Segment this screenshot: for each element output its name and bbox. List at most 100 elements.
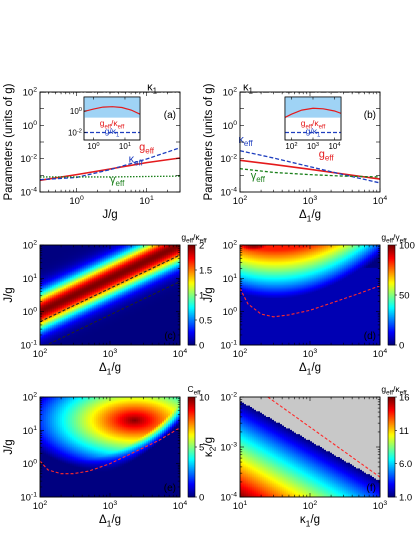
heatmap-cell (136, 305, 139, 307)
heatmap-cell (58, 342, 61, 344)
heatmap-cell (136, 263, 139, 266)
heatmap-cell (112, 336, 115, 339)
heatmap-cell (136, 289, 139, 292)
heatmap-cell (96, 269, 99, 272)
heatmap-cell (62, 256, 65, 259)
heatmap-cell (112, 256, 115, 259)
heatmap-cell (100, 332, 103, 334)
heatmap-cell (52, 340, 55, 343)
heatmap-cell (60, 286, 63, 289)
heatmap-cell (76, 336, 79, 339)
heatmap-cell (126, 285, 129, 287)
heatmap-cell (76, 317, 79, 320)
heatmap-cell (50, 270, 53, 273)
heatmap-cell (42, 292, 45, 294)
heatmap-cell (94, 256, 97, 259)
heatmap-cell (96, 305, 99, 307)
heatmap-cell (72, 250, 75, 253)
heatmap-cell (102, 265, 105, 267)
heatmap-cell (88, 273, 91, 276)
heatmap-cell (54, 280, 57, 283)
heatmap-cell (52, 255, 55, 257)
heatmap-cell (88, 319, 91, 322)
heatmap-cell (126, 312, 129, 314)
heatmap-cell (90, 333, 93, 336)
heatmap-cell (40, 336, 43, 339)
heatmap-cell (40, 309, 43, 312)
heatmap-cell (40, 305, 43, 307)
heatmap-cell (66, 287, 69, 290)
heatmap-cell (64, 279, 67, 282)
heatmap-cell (80, 333, 83, 336)
label-part: 1 (307, 213, 312, 223)
heatmap-cell (94, 329, 97, 332)
heatmap-cell (78, 340, 81, 343)
heatmap-cell (70, 332, 73, 334)
heatmap-cell (54, 285, 57, 287)
heatmap-cell (52, 270, 55, 273)
heatmap-cell (52, 285, 55, 287)
heatmap-cell (40, 257, 43, 260)
heatmap-cell (102, 320, 105, 323)
heatmap-cell (100, 300, 103, 303)
heatmap-cell (96, 260, 99, 263)
heatmap-cell (132, 313, 135, 316)
heatmap-cell (110, 289, 113, 292)
heatmap-cell (104, 330, 107, 333)
inset-plot (84, 106, 140, 134)
heatmap-cell (138, 323, 141, 326)
heatmap-cell (68, 320, 71, 323)
heatmap-cell (132, 295, 135, 297)
heatmap-cell (44, 250, 47, 253)
heatmap-cell (118, 290, 121, 293)
heatmap-cell (58, 283, 61, 286)
heatmap-cell (42, 300, 45, 303)
heatmap-cell (124, 277, 127, 280)
heatmap-cell (72, 280, 75, 283)
heatmap-cell (130, 283, 133, 286)
heatmap-cell (54, 340, 57, 343)
heatmap-cell (54, 269, 57, 272)
heatmap-cell (72, 307, 75, 310)
heatmap-cell (132, 266, 135, 269)
series-label-main: κ (147, 82, 153, 94)
heatmap-cell (64, 260, 67, 263)
heatmap-cell (72, 327, 75, 330)
heatmap-cell (48, 319, 51, 322)
heatmap-cell (98, 263, 101, 266)
heatmap-cell (58, 302, 61, 304)
heatmap-cell (106, 279, 109, 282)
heatmap-cell (82, 335, 85, 337)
heatmap-cell (56, 266, 59, 269)
heatmap-cell (42, 263, 45, 266)
heatmap-cell (44, 259, 47, 262)
heatmap-cell (76, 245, 79, 247)
heatmap-cell (70, 285, 73, 287)
heatmap-cell (106, 322, 109, 324)
x-tick-label: 104 (373, 195, 388, 207)
heatmap-cell (40, 265, 43, 267)
heatmap-cell (138, 305, 141, 307)
heatmap-cell (118, 286, 121, 289)
heatmap-cell (116, 253, 119, 256)
heatmap-cell (68, 310, 71, 313)
heatmap-cell (122, 255, 125, 257)
heatmap-cell (76, 306, 79, 309)
heatmap-cell (62, 279, 65, 282)
heatmap-cell (136, 287, 139, 290)
heatmap-cell (78, 265, 81, 267)
heatmap-cell (58, 272, 61, 274)
heatmap-cell (64, 306, 67, 309)
heatmap-cell (98, 286, 101, 289)
heatmap-cell (48, 275, 51, 277)
heatmap-cell (138, 260, 141, 263)
heatmap-cell (66, 292, 69, 294)
heatmap-cell (50, 265, 53, 267)
heatmap-cell (114, 287, 117, 290)
heatmap-cell (40, 306, 43, 309)
heatmap-cell (116, 267, 119, 270)
p: /κ (312, 118, 319, 128)
heatmap-cell (138, 307, 141, 310)
heatmap-cell (78, 287, 81, 290)
heatmap-cell (102, 290, 105, 293)
